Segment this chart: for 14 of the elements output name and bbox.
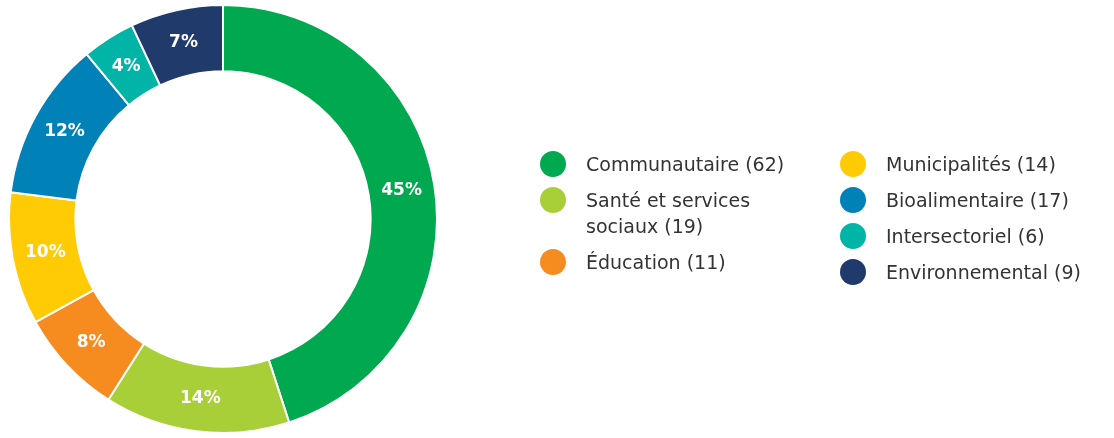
- data-label: 45%: [381, 179, 422, 200]
- data-label: 4%: [111, 54, 141, 75]
- legend-label: Bioalimentaire (17): [886, 188, 1069, 213]
- data-label: 7%: [169, 30, 198, 51]
- legend-label: Environnemental (9): [886, 260, 1081, 285]
- legend-label: Intersectoriel (6): [886, 224, 1045, 249]
- legend-label: Santé et services sociaux (19): [586, 188, 752, 239]
- data-label: 14%: [179, 386, 221, 407]
- legend-label: Communautaire (62): [586, 152, 785, 177]
- data-label: 8%: [76, 331, 106, 352]
- data-label: 12%: [44, 120, 85, 141]
- legend-label: Municipalités (14): [886, 152, 1056, 177]
- data-label: 10%: [25, 241, 66, 262]
- legend-label: Éducation (11): [586, 250, 726, 275]
